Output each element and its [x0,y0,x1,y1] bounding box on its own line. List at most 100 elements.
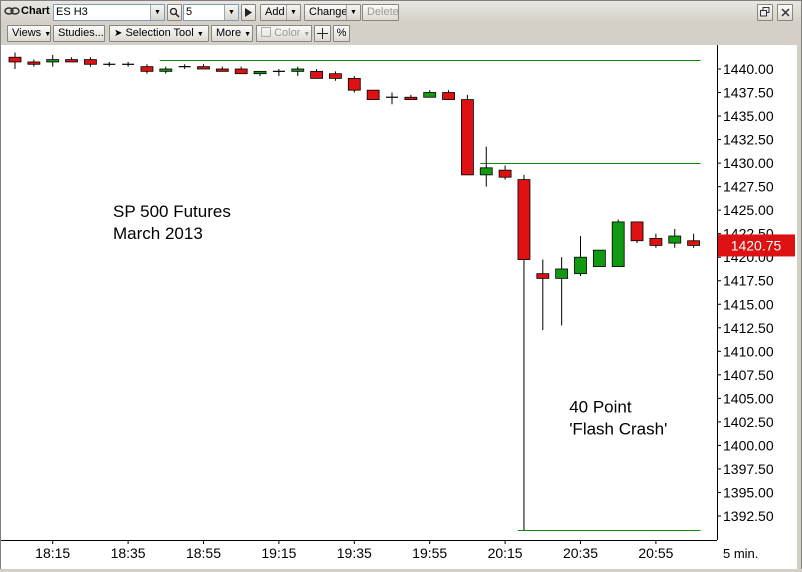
play-triangle-icon[interactable] [241,4,256,21]
candle-body [423,92,437,98]
add-button-label: Add [265,6,285,18]
candle-body [555,268,569,279]
candle [46,54,60,67]
change-button-label: Change [309,6,348,18]
candle-body [46,59,60,63]
candle [386,92,398,105]
candle [215,66,229,72]
candle [253,70,267,77]
delete-button[interactable]: Delete [362,4,399,21]
annotation-line: 'Flash Crash' [569,419,667,438]
y-tick-label: 1425.00 [723,202,774,218]
candlestick-chart[interactable]: 1440.00 1437.50 1435.00 1432.50 1430.00 1427.… [1,45,801,569]
candle [103,61,116,67]
y-tick-label: 1402.50 [723,414,774,430]
y-tick-label: 1432.50 [723,132,774,148]
magnifier-icon[interactable] [167,4,182,21]
chart-annotation: SP 500 Futures March 2013 [113,202,231,243]
candle-body [442,92,455,100]
selection-tool-label: Selection Tool [125,27,194,39]
symbol-input[interactable]: ES H3 ▼ [53,4,165,21]
chevron-down-icon[interactable]: ▼ [150,5,164,20]
candle-body [536,273,550,279]
y-axis: 1440.00 1437.50 1435.00 1432.50 1430.00 1427.… [717,61,774,524]
candle-body [668,235,682,244]
color-button[interactable]: Color ▼ [256,25,312,42]
candle [329,71,342,81]
candle-body [84,59,97,65]
y-tick-label: 1405.00 [723,390,774,406]
x-tick-label: 19:55 [412,545,447,561]
candle [536,259,550,331]
chart-area[interactable]: 1440.00 1437.50 1435.00 1432.50 1430.00 1427.… [1,45,801,569]
candle [84,57,97,67]
x-tick-label: 20:35 [563,545,598,561]
chevron-down-icon: ▼ [44,31,52,38]
selection-tool-button[interactable]: ➤ Selection Tool ▼ [109,25,209,42]
y-tick-label: 1392.50 [723,508,774,524]
candle-body [366,89,380,100]
candle [347,76,361,93]
y-tick-label: 1430.00 [723,155,774,171]
window-titlebar: Chart ES H3 ▼ 5 ▼ Add ▼ Change ▼ Delete [1,1,801,24]
chevron-down-icon: ▼ [244,31,252,38]
views-label: Views [12,27,42,39]
annotation-line: SP 500 Futures [113,202,231,221]
price-tag-box [718,234,795,257]
chevron-down-icon[interactable]: ▼ [346,5,360,20]
candle-body [687,240,700,246]
interval-input[interactable]: 5 ▼ [183,4,239,21]
candle [498,165,512,180]
more-label: More [216,27,242,39]
interval-label: 5 min. [723,546,758,561]
add-button[interactable]: Add ▼ [260,4,301,21]
close-icon[interactable] [777,4,793,21]
candle-body [197,66,210,70]
candle [668,228,682,248]
chart-toolbar: Views ▼ Studies... ➤ Selection Tool ▼ Mo… [1,23,801,46]
candle-body [347,78,361,91]
candle-body [215,68,229,72]
price-tag-label: 1420.75 [731,237,782,253]
chevron-down-icon[interactable]: ▼ [286,5,300,20]
change-button[interactable]: Change ▼ [304,4,361,21]
candle [592,249,606,268]
views-button[interactable]: Views ▼ [7,25,51,42]
candle [178,64,191,69]
y-tick-label: 1410.00 [723,343,774,359]
candle [159,66,173,74]
studies-button[interactable]: Studies... [53,25,105,42]
x-tick-label: 19:15 [261,545,296,561]
y-tick-label: 1437.50 [723,85,774,101]
interval-value: 5 [186,6,193,18]
candle-body [310,70,324,79]
chevron-down-icon[interactable]: ▼ [224,5,238,20]
candle [517,174,531,531]
candle [574,236,587,277]
window-title: Chart [21,5,50,17]
candles [8,52,700,531]
restore-window-icon[interactable] [757,4,773,21]
candle-body [27,61,41,65]
candle [310,69,324,79]
candle-body [291,68,305,72]
candle [140,64,154,74]
candle [442,90,455,100]
percent-button[interactable]: % [333,25,350,42]
candle-body [649,237,663,246]
candle-body [8,56,22,63]
x-tick-label: 19:35 [337,545,372,561]
more-button[interactable]: More ▼ [211,25,253,42]
x-tick-label: 18:55 [186,545,221,561]
color-swatch-icon [261,27,271,37]
annotation-line: 40 Point [569,397,632,416]
candle [122,61,135,67]
candle-body [404,96,418,100]
chain-link-icon [4,7,20,15]
candle-body [592,249,606,268]
candle [366,89,380,100]
x-tick-label: 20:55 [638,545,673,561]
x-tick-label: 18:15 [35,545,70,561]
crosshair-icon[interactable] [314,25,331,42]
candle-body [329,73,342,79]
